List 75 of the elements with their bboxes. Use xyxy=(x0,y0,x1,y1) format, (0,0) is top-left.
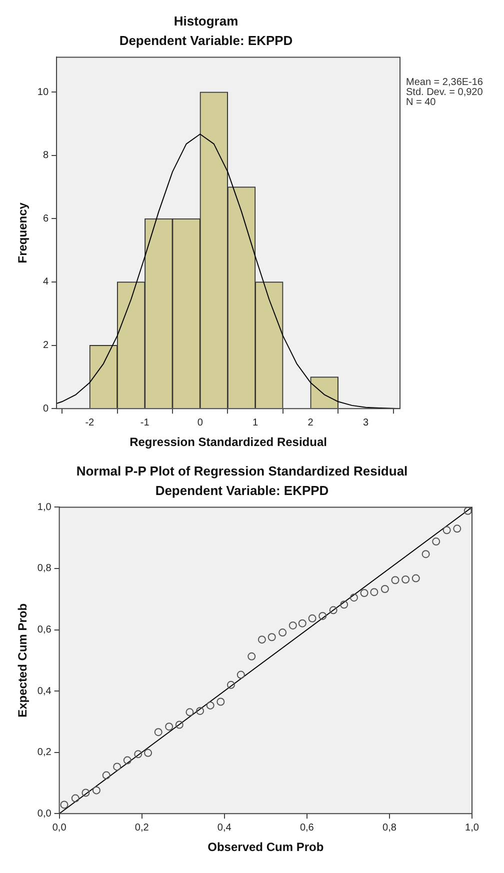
point xyxy=(464,507,472,515)
point xyxy=(278,628,287,637)
y-tick-label: 0,8 xyxy=(37,563,52,574)
text: Std. Dev. = 0,920 xyxy=(406,86,484,98)
x-tick-label: 1 xyxy=(252,417,259,428)
x-axis-title: Regression Standardized Residual xyxy=(130,435,327,450)
x-tick-label: 0,2 xyxy=(134,822,150,834)
chart-subtitle: Dependent Variable: EKPPD xyxy=(155,482,329,498)
point xyxy=(329,606,338,614)
x-tick-label: 1,0 xyxy=(465,822,480,834)
y-tick-label: 8 xyxy=(42,150,49,162)
y-tick-label: 0 xyxy=(42,403,49,414)
y-tick-label: 0,4 xyxy=(37,686,52,697)
point xyxy=(92,786,100,794)
x-axis-title: Observed Cum Prob xyxy=(208,840,324,854)
point xyxy=(340,600,348,609)
y-tick-label: 0,2 xyxy=(37,747,52,758)
point xyxy=(288,621,297,630)
x-tick-label: 0,6 xyxy=(300,822,314,834)
x-tick-label: 0,0 xyxy=(52,822,67,834)
y-axis-title: Expected Cum Prob xyxy=(16,603,30,718)
chart-subtitle: Dependent Variable: EKPPD xyxy=(119,32,293,48)
point xyxy=(60,800,68,809)
x-tick-label: -2 xyxy=(85,417,95,428)
y-axis-title: Frequency xyxy=(16,202,30,264)
text: Mean = 2,36E-16 xyxy=(406,76,484,88)
y-tick-label: 10 xyxy=(37,86,49,98)
point xyxy=(298,619,306,628)
x-tick-label: -1 xyxy=(140,417,150,428)
point xyxy=(308,614,316,622)
point xyxy=(102,771,110,780)
y-tick-label: 4 xyxy=(42,276,49,288)
point xyxy=(391,576,400,584)
point xyxy=(186,708,194,716)
point xyxy=(370,588,378,596)
point xyxy=(175,720,184,729)
x-tick-label: 0 xyxy=(197,417,204,428)
point xyxy=(402,576,410,584)
point xyxy=(226,680,235,689)
point xyxy=(248,652,256,660)
point xyxy=(134,750,142,758)
chart-title: Histogram xyxy=(174,13,238,28)
point xyxy=(442,526,451,534)
x-tick-label: 3 xyxy=(362,417,369,428)
point xyxy=(412,574,420,582)
point xyxy=(350,594,358,602)
point xyxy=(236,670,245,679)
y-tick-label: 0,0 xyxy=(37,808,52,820)
point xyxy=(82,788,90,797)
y-tick-label: 1,0 xyxy=(37,502,52,513)
x-tick-label: 0,8 xyxy=(382,822,397,834)
chart-title: Normal P-P Plot of Regression Standardized Residual xyxy=(76,463,408,478)
x-tick-label: 0,4 xyxy=(217,822,232,834)
y-tick-label: 6 xyxy=(42,213,49,224)
point xyxy=(422,550,430,558)
point xyxy=(71,794,80,802)
y-tick-label: 0,6 xyxy=(37,624,52,636)
point xyxy=(154,728,162,736)
point xyxy=(123,756,132,764)
y-tick-label: 2 xyxy=(42,340,49,352)
point xyxy=(165,722,174,731)
point xyxy=(432,538,440,546)
point xyxy=(216,698,225,706)
point xyxy=(258,636,266,644)
point xyxy=(360,588,368,597)
x-tick-label: 2 xyxy=(308,417,314,428)
point xyxy=(318,612,327,620)
point xyxy=(268,633,276,642)
point xyxy=(206,701,214,710)
point xyxy=(380,585,389,594)
point xyxy=(113,762,122,771)
point xyxy=(196,706,204,715)
point xyxy=(144,748,152,757)
point xyxy=(453,524,462,533)
text: N = 40 xyxy=(406,96,436,108)
